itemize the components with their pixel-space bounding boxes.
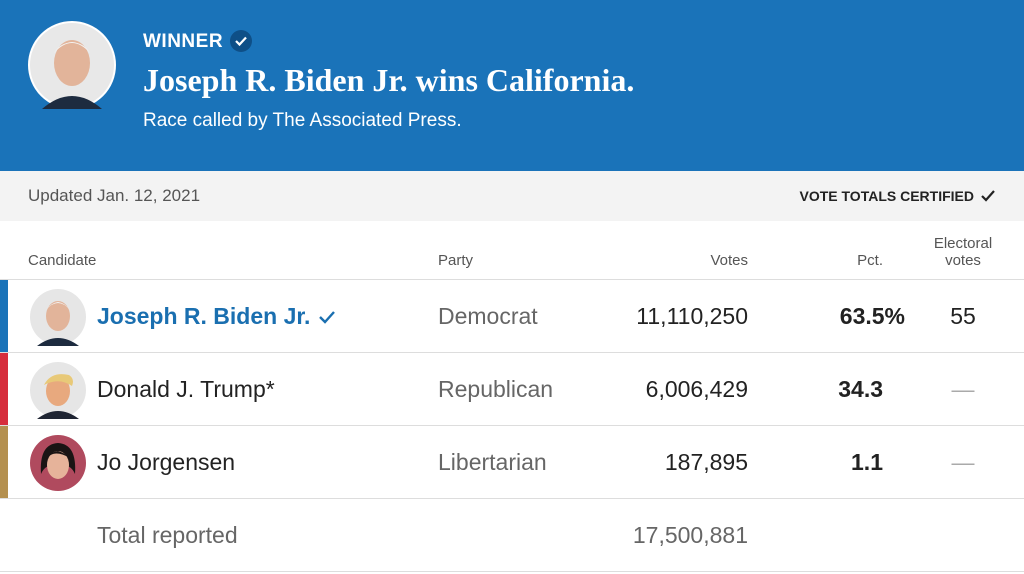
candidate-photo: [30, 362, 86, 419]
row-divider: [0, 425, 1024, 426]
winner-check: [319, 311, 335, 324]
electoral-votes: —: [951, 376, 975, 402]
headline: Joseph R. Biden Jr. wins California.: [143, 62, 635, 98]
candidate-name: Jo Jorgensen: [97, 449, 236, 475]
certified-label: VOTE TOTALS CERTIFIED: [799, 188, 975, 204]
candidate-name: Joseph R. Biden Jr.: [97, 303, 311, 329]
party-stripe: [0, 353, 8, 426]
winner-photo: [28, 21, 116, 109]
row-divider: [0, 498, 1024, 499]
electoral-votes: —: [951, 449, 975, 475]
total-label: Total reported: [97, 522, 238, 548]
votes: 187,895: [664, 449, 748, 475]
candidate-photo: [30, 289, 86, 346]
certified-check: [981, 190, 995, 202]
votes: 11,110,250: [636, 303, 748, 329]
percent: 63.5%: [839, 303, 905, 329]
row-divider: [0, 279, 1024, 280]
row-divider: [0, 352, 1024, 353]
column-header: Party: [438, 252, 474, 269]
column-header: Votes: [710, 252, 748, 269]
percent: 1.1: [851, 449, 883, 475]
winner-check: [230, 30, 252, 52]
votes: 6,006,429: [645, 376, 748, 402]
candidate-name: Donald J. Trump*: [97, 376, 275, 402]
updated-date: Updated Jan. 12, 2021: [28, 186, 201, 205]
status-bar: [0, 171, 1024, 221]
candidate-photo: [30, 435, 86, 491]
column-header: Candidate: [28, 252, 97, 269]
party: Republican: [438, 376, 554, 402]
electoral-votes: 55: [950, 303, 976, 329]
party: Libertarian: [438, 449, 547, 475]
winner-label: WINNER: [143, 31, 224, 52]
percent: 34.3: [838, 376, 883, 402]
total-votes: 17,500,881: [632, 522, 748, 548]
subtitle: Race called by The Associated Press.: [143, 110, 462, 131]
party: Democrat: [438, 303, 538, 329]
party-stripe: [0, 280, 8, 353]
row-divider: [0, 571, 1024, 572]
winner-banner: [0, 0, 1024, 171]
party-stripe: [0, 426, 8, 499]
column-header: Pct.: [857, 252, 883, 269]
column-header: Electoral votes: [933, 235, 993, 269]
